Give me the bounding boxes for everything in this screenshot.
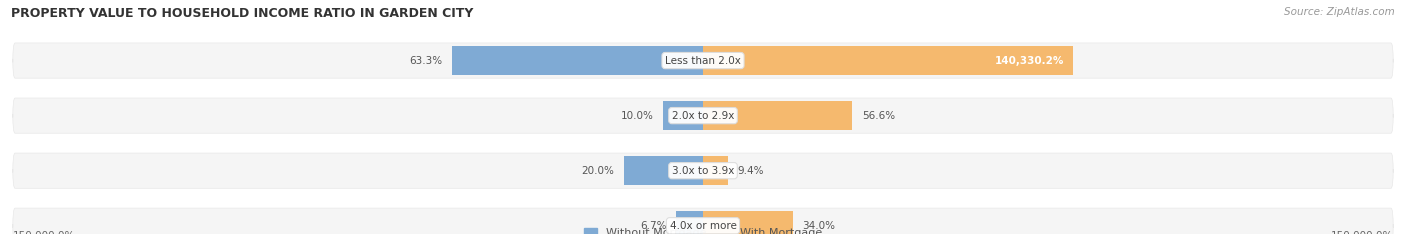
Text: 9.4%: 9.4% — [738, 166, 763, 176]
Text: Less than 2.0x: Less than 2.0x — [665, 55, 741, 66]
FancyBboxPatch shape — [13, 153, 1393, 188]
Text: 34.0%: 34.0% — [803, 221, 835, 231]
Bar — [624, 156, 703, 185]
Bar — [703, 46, 1074, 75]
Text: PROPERTY VALUE TO HOUSEHOLD INCOME RATIO IN GARDEN CITY: PROPERTY VALUE TO HOUSEHOLD INCOME RATIO… — [11, 7, 474, 20]
Bar — [664, 101, 703, 130]
Text: 10.0%: 10.0% — [621, 111, 654, 121]
FancyBboxPatch shape — [13, 43, 1393, 78]
Text: 150,000.0%: 150,000.0% — [13, 231, 75, 234]
Text: 6.7%: 6.7% — [640, 221, 666, 231]
Text: Source: ZipAtlas.com: Source: ZipAtlas.com — [1284, 7, 1395, 17]
Legend: Without Mortgage, With Mortgage: Without Mortgage, With Mortgage — [582, 225, 824, 234]
Bar — [703, 212, 793, 234]
Text: 4.0x or more: 4.0x or more — [669, 221, 737, 231]
Bar — [703, 156, 728, 185]
Text: 150,000.0%: 150,000.0% — [1331, 231, 1393, 234]
Bar — [703, 101, 852, 130]
Text: 140,330.2%: 140,330.2% — [994, 55, 1064, 66]
Bar — [453, 46, 703, 75]
Text: 63.3%: 63.3% — [409, 55, 443, 66]
Text: 20.0%: 20.0% — [581, 166, 614, 176]
Text: 2.0x to 2.9x: 2.0x to 2.9x — [672, 111, 734, 121]
Text: 3.0x to 3.9x: 3.0x to 3.9x — [672, 166, 734, 176]
Bar — [676, 212, 703, 234]
Text: 56.6%: 56.6% — [862, 111, 896, 121]
FancyBboxPatch shape — [13, 98, 1393, 133]
FancyBboxPatch shape — [13, 208, 1393, 234]
